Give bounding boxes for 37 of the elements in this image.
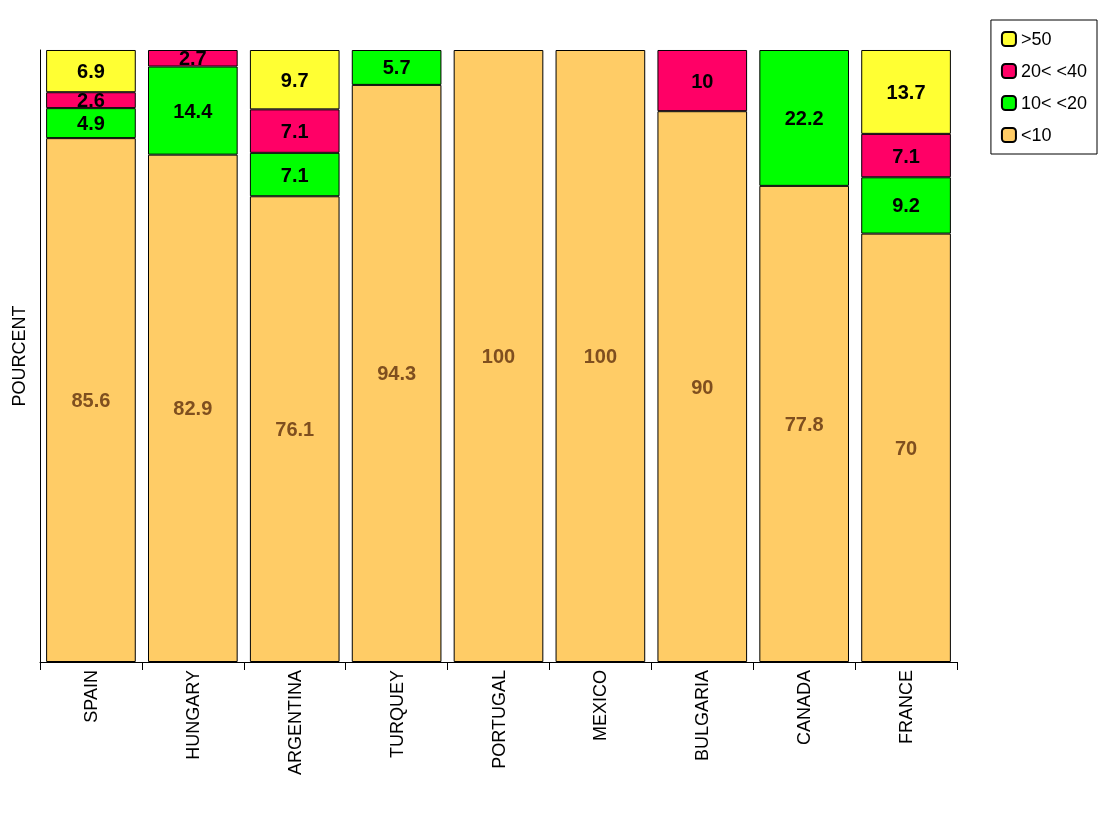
data-label: 9.2: [892, 194, 920, 217]
legend-label: 10< <20: [1020, 93, 1088, 113]
data-label: 6.9: [77, 60, 105, 83]
x-tick-label: HUNGARY: [182, 670, 203, 760]
data-label: 82.9: [173, 397, 213, 420]
data-label: 22.2: [784, 106, 824, 129]
x-tick-label: CANADA: [794, 670, 815, 746]
data-label: 7.1: [280, 163, 309, 186]
x-tick-label: TURQUEY: [386, 670, 407, 759]
data-label: 100: [583, 345, 618, 367]
x-tick-label: FRANCE: [896, 670, 917, 745]
data-label: 7.1: [892, 144, 920, 167]
legend-label: <10: [1020, 125, 1052, 145]
data-label: 9.7: [280, 68, 309, 91]
data-label: 7.1: [280, 120, 309, 143]
x-tick-label: MEXICO: [590, 670, 611, 742]
legend-label: 20< <40: [1020, 61, 1088, 81]
x-tick-label: SPAIN: [80, 670, 101, 723]
data-label: 85.6: [71, 389, 111, 412]
data-label: 4.9: [77, 112, 105, 135]
data-label: 13.7: [886, 80, 926, 103]
data-label: 94.3: [377, 362, 417, 385]
x-tick-label: PORTUGAL: [488, 670, 509, 769]
data-label: 2.7: [178, 47, 207, 70]
legend-label: >50: [1020, 29, 1052, 49]
data-label: 76.1: [275, 418, 315, 441]
data-label: 14.4: [173, 99, 214, 122]
data-label: 90: [691, 375, 714, 398]
y-axis-title: POURCENT: [9, 305, 29, 407]
data-label: 70: [894, 436, 918, 459]
data-label: 100: [481, 345, 516, 367]
data-label: 77.8: [784, 412, 824, 435]
data-label: 5.7: [382, 56, 411, 79]
x-tick-label: ARGENTINA: [284, 670, 305, 776]
data-label: 2.6: [77, 89, 105, 112]
x-tick-label: BULGARIA: [692, 670, 713, 762]
data-label: 10: [691, 69, 714, 92]
